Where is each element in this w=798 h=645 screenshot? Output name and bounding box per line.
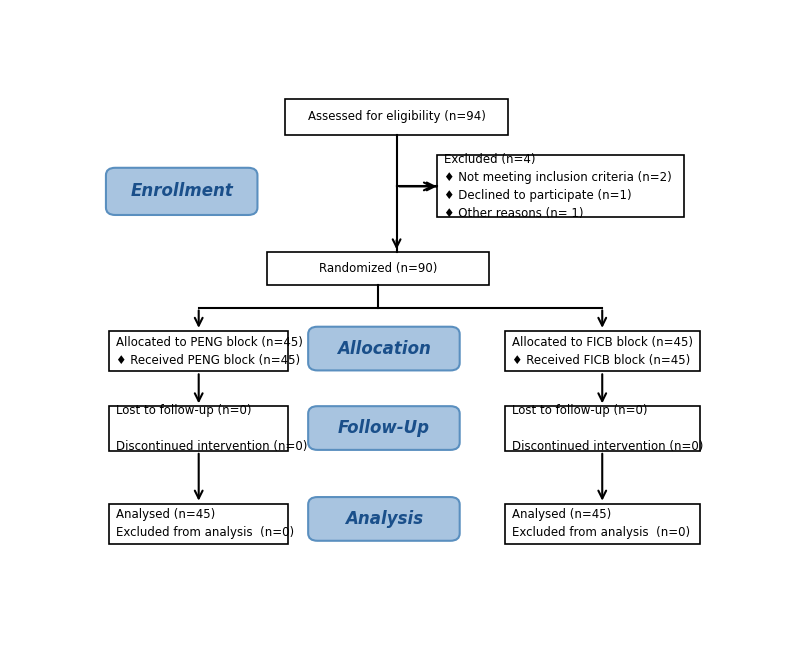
Text: Analysis: Analysis (345, 510, 423, 528)
FancyBboxPatch shape (109, 331, 288, 372)
FancyBboxPatch shape (505, 331, 700, 372)
FancyBboxPatch shape (109, 406, 288, 451)
Text: Follow-Up: Follow-Up (338, 419, 430, 437)
FancyBboxPatch shape (505, 406, 700, 451)
FancyBboxPatch shape (308, 327, 460, 370)
FancyBboxPatch shape (437, 155, 684, 217)
Text: Analysed (n=45)
Excluded from analysis  (n=0): Analysed (n=45) Excluded from analysis (… (512, 508, 690, 539)
FancyBboxPatch shape (308, 497, 460, 541)
FancyBboxPatch shape (109, 504, 288, 544)
Text: Analysed (n=45)
Excluded from analysis  (n=0): Analysed (n=45) Excluded from analysis (… (117, 508, 294, 539)
FancyBboxPatch shape (106, 168, 258, 215)
Text: Assessed for eligibility (n=94): Assessed for eligibility (n=94) (308, 110, 485, 123)
FancyBboxPatch shape (267, 252, 489, 284)
FancyBboxPatch shape (308, 406, 460, 450)
Text: Randomized (n=90): Randomized (n=90) (319, 262, 437, 275)
Text: Lost to follow-up (n=0)

Discontinued intervention (n=0): Lost to follow-up (n=0) Discontinued int… (117, 404, 308, 453)
FancyBboxPatch shape (505, 504, 700, 544)
Text: Excluded (n=4)
♦ Not meeting inclusion criteria (n=2)
♦ Declined to participate : Excluded (n=4) ♦ Not meeting inclusion c… (444, 153, 672, 220)
Text: Enrollment: Enrollment (130, 183, 233, 201)
Text: Allocated to PENG block (n=45)
♦ Received PENG block (n=45): Allocated to PENG block (n=45) ♦ Receive… (117, 335, 303, 366)
FancyBboxPatch shape (285, 99, 508, 135)
Text: Lost to follow-up (n=0)

Discontinued intervention (n=0): Lost to follow-up (n=0) Discontinued int… (512, 404, 704, 453)
Text: Allocation: Allocation (337, 339, 431, 357)
Text: Allocated to FICB block (n=45)
♦ Received FICB block (n=45): Allocated to FICB block (n=45) ♦ Receive… (512, 335, 693, 366)
